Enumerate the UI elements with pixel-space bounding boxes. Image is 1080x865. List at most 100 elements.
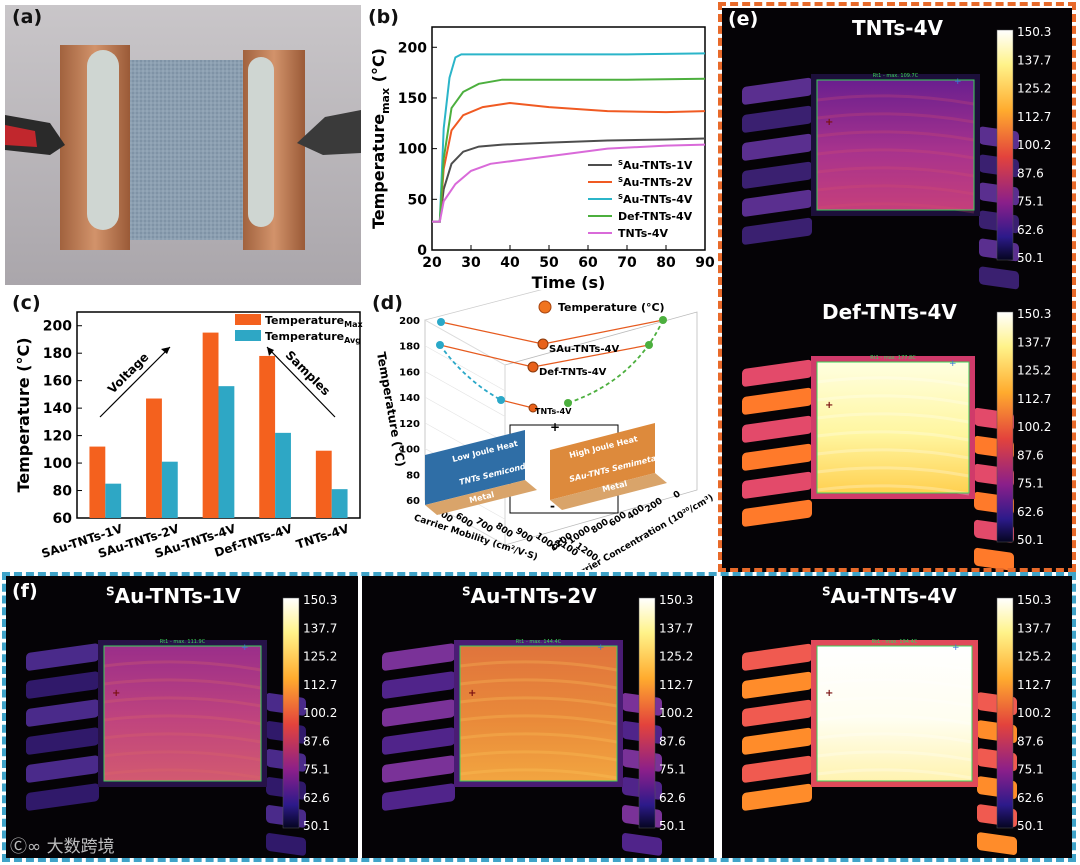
title-text: Au-TNTs-1V: [114, 584, 241, 608]
heat-stripe: [816, 484, 970, 496]
scale-label: 50.1: [659, 819, 686, 833]
clamp-fin: [979, 266, 1019, 290]
clamp-fin: [742, 499, 812, 527]
scale-label: 150.3: [1017, 25, 1051, 39]
hot-marker: +: [112, 688, 120, 699]
legend-label-4: TNTs-4V: [618, 227, 669, 240]
projection-point-5: [564, 399, 572, 407]
scale-label: 100.2: [303, 706, 337, 720]
scale-label: 62.6: [303, 791, 330, 805]
y-tick-label: 0: [672, 489, 683, 501]
roi-box: [816, 361, 970, 494]
title-superscript: S: [822, 584, 831, 599]
roi-marker: +: [597, 643, 605, 653]
scale-label: 75.1: [659, 763, 686, 777]
panel-label-d: (d): [372, 292, 403, 314]
grid-line: [424, 396, 506, 443]
scale-label: 125.2: [1017, 82, 1051, 96]
arrow-voltage-head: [161, 347, 170, 354]
thermal-title: SAu-TNTs-4V: [822, 584, 957, 608]
y-tick-label: 80: [53, 484, 73, 500]
scale-label: 137.7: [303, 621, 337, 635]
heat-stripe: [459, 732, 618, 744]
y-tick-label: 50: [408, 192, 428, 208]
color-scale-bar: [996, 311, 1014, 543]
y-tick-label: 120: [43, 429, 72, 445]
heat-stripe: [816, 714, 973, 726]
heat-stripe: [459, 714, 618, 726]
scale-label: 137.7: [1017, 335, 1051, 349]
hot-marker: +: [825, 117, 833, 128]
heat-stripe: [816, 394, 970, 406]
scale-label: 112.7: [1017, 678, 1051, 692]
legend-label-0: TemperatureMax: [265, 314, 363, 329]
heat-stripe: [816, 696, 973, 708]
panel-label-f: (f): [12, 580, 38, 602]
thermal-title: Def-TNTs-4V: [822, 300, 957, 324]
projection-point-2: [497, 396, 505, 404]
projection-point-0: [437, 318, 445, 326]
panel-label-a: (a): [12, 6, 43, 28]
clamp-fin: [382, 727, 455, 755]
bar-0-3: [259, 355, 276, 518]
title-superscript: S: [106, 584, 115, 599]
heat-stripe: [816, 768, 973, 780]
scale-label: 87.6: [659, 734, 686, 748]
hot-marker: +: [825, 688, 833, 699]
scale-label: 50.1: [1017, 251, 1044, 265]
legend-label: Temperature (°C): [558, 301, 665, 314]
clamp-fin: [742, 359, 812, 387]
z-tick-label: 200: [399, 316, 420, 327]
y-tick-label: 140: [43, 401, 72, 417]
sample-surface: [460, 646, 617, 781]
heat-stripe: [816, 448, 970, 460]
roi-marker: +: [952, 643, 960, 653]
roi-label: Rt1 - max. 109.7C: [873, 73, 919, 79]
scale-label: 87.6: [1017, 734, 1044, 748]
series-line-4: [432, 143, 706, 223]
heat-stripe: [816, 376, 970, 388]
panel-d-chart: 60 80 100 120 140 160 180 200 Temperature (°C) 50…: [365, 290, 717, 570]
roi-marker: +: [954, 77, 962, 87]
drop-line-2: [500, 399, 534, 409]
panel-label-c: (c): [12, 292, 41, 314]
roi-label: Rt1 - max. 177.8C: [870, 355, 916, 361]
heat-stripe: [816, 184, 975, 196]
x-tick-label: 70: [617, 255, 637, 271]
scale-label: 150.3: [303, 593, 337, 607]
sample-surface: [817, 80, 974, 210]
panel-label-e: (e): [728, 8, 759, 30]
roi-label: Rt1 - max. 111.9C: [160, 639, 206, 645]
y-tick-label: 200: [398, 40, 427, 56]
heat-stripe: [816, 202, 975, 214]
clamp-fin: [742, 471, 812, 499]
clamp-fin: [742, 77, 812, 105]
legend-label-1: SAu-TNTs-2V: [618, 176, 693, 189]
heat-stripe: [816, 732, 973, 744]
panel-c-chart: 60 80 100 120 140 160 180 200 Temperature (°C) SA…: [5, 290, 365, 570]
scale-label: 87.6: [303, 734, 330, 748]
scale-label: 75.1: [303, 763, 330, 777]
x-tick-label: 80: [656, 255, 676, 271]
device-photo: [5, 5, 361, 285]
bar-0-2: [202, 332, 219, 518]
bar-1-4: [331, 489, 348, 518]
legend-label-1: TemperatureAvg: [265, 330, 361, 345]
heat-stripe: [459, 696, 618, 708]
scale-label: 112.7: [1017, 110, 1051, 124]
scale-label: 112.7: [659, 678, 693, 692]
z-tick-label: 100: [399, 445, 420, 456]
inset-right-block: [550, 423, 655, 500]
legend-label-2: SAu-TNTs-4V: [618, 193, 693, 206]
clamp-fin: [26, 643, 99, 671]
roi-box: [816, 79, 975, 211]
x-tick-label: 20: [422, 255, 442, 271]
clamp-fin: [742, 699, 812, 727]
heat-stripe: [459, 750, 618, 762]
x-tick-label: 90: [695, 255, 715, 271]
watermark-text: Ⓒ∞ 大数跨境: [10, 837, 115, 857]
heat-stripe: [816, 412, 970, 424]
drop-line-1: [439, 344, 534, 368]
heat-stripe: [816, 750, 973, 762]
